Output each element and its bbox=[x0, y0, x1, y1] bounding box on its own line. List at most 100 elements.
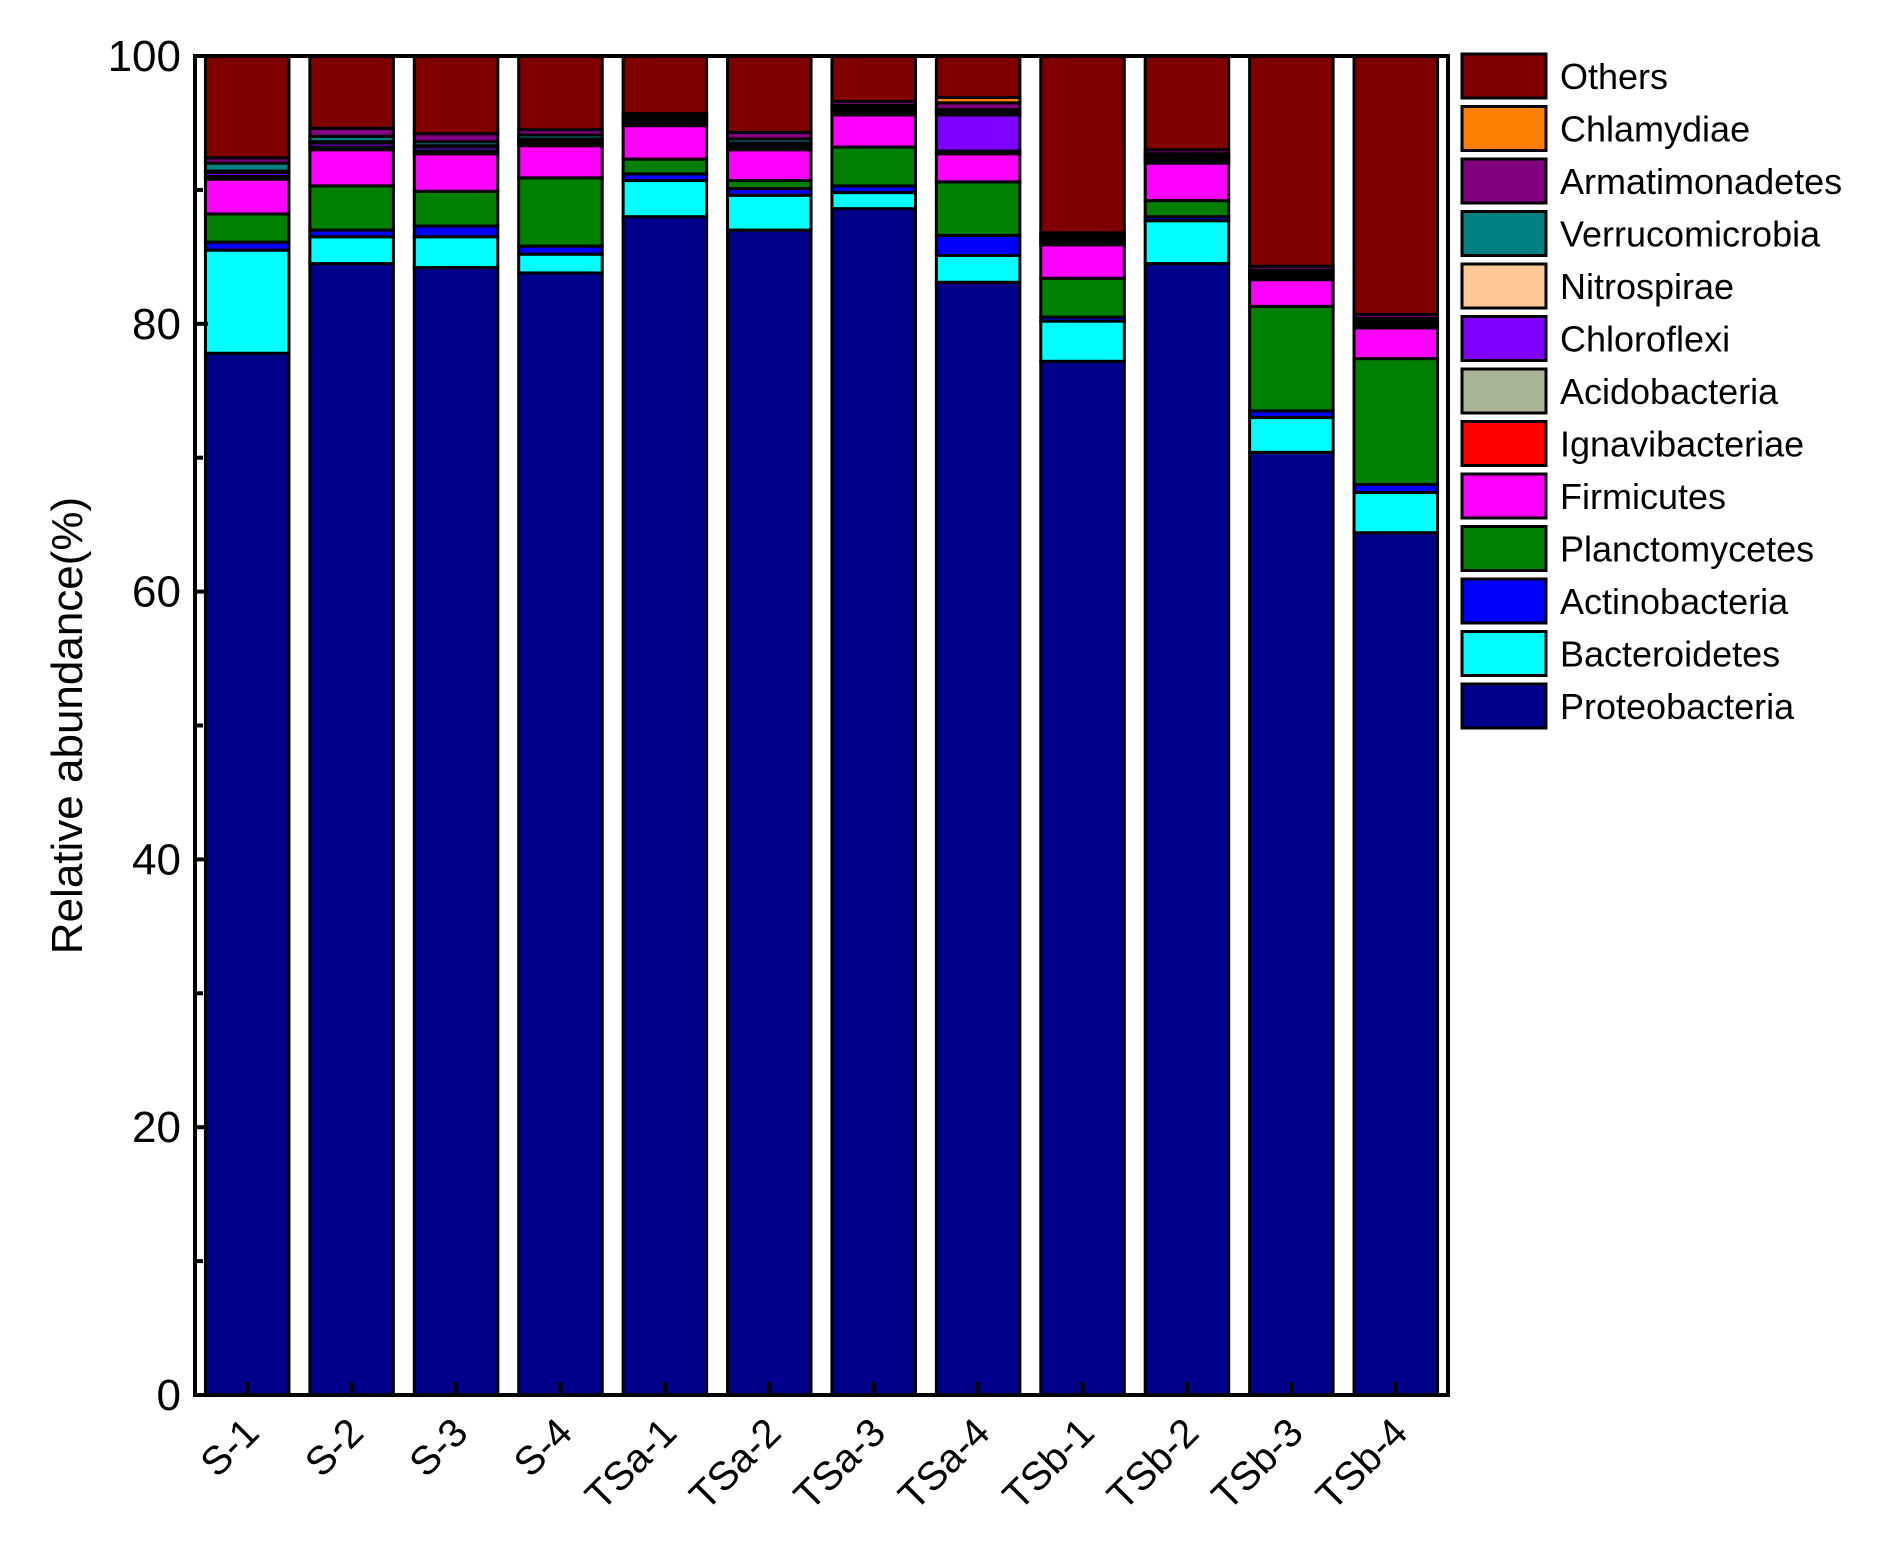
legend-swatch-firmicutes bbox=[1460, 472, 1548, 520]
bar-segment-s-4-planctomycetes bbox=[517, 176, 604, 248]
legend-layer: Others Chlamydiae Armatimonadetes Verrucomi… bbox=[1460, 52, 1842, 730]
bar-segment-s-4-proteobacteria bbox=[517, 271, 604, 1397]
legend-swatch-acidobacteria bbox=[1460, 367, 1548, 415]
x-tick-label-tsb-2: TSb-2 bbox=[1099, 1410, 1207, 1518]
bar-segment-s-4-bacteroidetes bbox=[517, 252, 604, 275]
bar-segment-tsa-1-proteobacteria bbox=[621, 215, 709, 1397]
bar-segment-tsb-1-others bbox=[1039, 54, 1126, 235]
bar-segment-tsa-4-firmicutes bbox=[934, 152, 1022, 184]
legend-label-proteobacteria: Proteobacteria bbox=[1560, 686, 1795, 727]
bar-segment-tsb-3-proteobacteria bbox=[1248, 450, 1335, 1397]
y-axis-title: Relative abundance(%) bbox=[43, 497, 92, 954]
legend-swatch-verrucomicrobia bbox=[1460, 210, 1548, 257]
y-tick-label: 20 bbox=[132, 1103, 181, 1152]
bar-segment-tsb-4-firmicutes bbox=[1352, 326, 1440, 361]
bar-segment-s-3-actinobacteria bbox=[412, 224, 500, 239]
bar-segment-tsa-3-planctomycetes bbox=[830, 145, 917, 188]
bar-segment-s-2-proteobacteria bbox=[308, 262, 395, 1397]
legend-swatch-chlamydiae bbox=[1460, 105, 1548, 152]
bar-segment-tsb-4-proteobacteria bbox=[1352, 531, 1440, 1397]
bar-segment-tsa-4-chloroflexi bbox=[934, 113, 1022, 153]
bar-segment-tsb-2-firmicutes bbox=[1143, 161, 1231, 203]
bar-segment-tsb-3-planctomycetes bbox=[1248, 304, 1335, 413]
legend-label-others: Others bbox=[1560, 56, 1668, 97]
legend-label-planctomycetes: Planctomycetes bbox=[1560, 529, 1814, 570]
bar-segment-s-2-firmicutes bbox=[308, 148, 395, 188]
legend-swatch-proteobacteria bbox=[1460, 682, 1548, 730]
legend-swatch-bacteroidetes bbox=[1460, 630, 1548, 677]
legend-swatch-planctomycetes bbox=[1460, 525, 1548, 572]
bar-segment-tsb-4-bacteroidetes bbox=[1352, 491, 1440, 535]
x-tick-label-s-1: S-1 bbox=[192, 1410, 267, 1485]
bar-segment-tsb-2-others bbox=[1143, 54, 1231, 152]
legend-label-acidobacteria: Acidobacteria bbox=[1560, 371, 1779, 412]
legend-swatch-armatimonadetes bbox=[1460, 157, 1548, 205]
legend-label-ignavibacteriae: Ignavibacteriae bbox=[1560, 424, 1804, 465]
x-tick-label-tsa-4: TSa-4 bbox=[890, 1410, 998, 1518]
bar-segment-s-2-planctomycetes bbox=[308, 184, 395, 232]
bar-segment-tsb-3-bacteroidetes bbox=[1248, 416, 1335, 454]
legend-swatch-nitrospirae bbox=[1460, 262, 1548, 310]
bar-segment-tsa-1-others bbox=[621, 54, 709, 116]
bar-segment-s-4-firmicutes bbox=[517, 144, 604, 180]
bar-segment-tsb-1-firmicutes bbox=[1039, 243, 1126, 280]
bar-segment-tsb-2-proteobacteria bbox=[1143, 262, 1231, 1397]
y-tick-label: 80 bbox=[132, 300, 181, 349]
bar-segment-tsb-3-firmicutes bbox=[1248, 278, 1335, 308]
bar-segment-tsa-1-planctomycetes bbox=[621, 157, 709, 176]
bar-segment-tsb-1-proteobacteria bbox=[1039, 359, 1126, 1397]
bars-layer bbox=[203, 54, 1440, 1397]
bar-segment-tsa-2-others bbox=[726, 54, 813, 134]
bar-segment-s-1-proteobacteria bbox=[203, 351, 291, 1397]
bar-segment-s-3-planctomycetes bbox=[412, 189, 500, 228]
bar-segment-tsa-2-proteobacteria bbox=[726, 228, 813, 1397]
legend-label-chlamydiae: Chlamydiae bbox=[1560, 109, 1750, 150]
x-tick-label-tsb-3: TSb-3 bbox=[1204, 1410, 1312, 1518]
bar-segment-s-1-firmicutes bbox=[203, 177, 291, 216]
bar-segment-tsb-4-planctomycetes bbox=[1352, 357, 1440, 486]
y-tick-label: 100 bbox=[108, 32, 181, 81]
bar-segment-s-1-others bbox=[203, 54, 291, 160]
bar-segment-tsa-3-firmicutes bbox=[830, 113, 917, 149]
bar-segment-tsb-1-bacteroidetes bbox=[1039, 319, 1126, 363]
y-tick-label: 0 bbox=[157, 1371, 181, 1420]
legend-label-firmicutes: Firmicutes bbox=[1560, 476, 1726, 517]
bar-segment-tsa-4-actinobacteria bbox=[934, 233, 1022, 258]
bar-segment-tsa-3-bacteroidetes bbox=[830, 191, 917, 211]
x-tick-label-tsb-4: TSb-4 bbox=[1308, 1410, 1416, 1518]
bar-segment-s-3-proteobacteria bbox=[412, 266, 500, 1397]
legend-label-chloroflexi: Chloroflexi bbox=[1560, 319, 1730, 360]
bar-segment-tsa-1-bacteroidetes bbox=[621, 179, 709, 219]
bar-segment-s-3-others bbox=[412, 54, 500, 136]
bar-segment-s-1-planctomycetes bbox=[203, 212, 291, 244]
legend-label-verrucomicrobia: Verrucomicrobia bbox=[1560, 214, 1821, 255]
legend-swatch-ignavibacteriae bbox=[1460, 420, 1548, 467]
bar-segment-tsa-2-bacteroidetes bbox=[726, 193, 813, 232]
bar-segment-tsa-1-firmicutes bbox=[621, 124, 709, 161]
x-tick-label-tsa-2: TSa-2 bbox=[682, 1410, 790, 1518]
bar-segment-s-3-firmicutes bbox=[412, 152, 500, 193]
legend-label-bacteroidetes: Bacteroidetes bbox=[1560, 634, 1780, 675]
x-tick-label-s-3: S-3 bbox=[401, 1410, 476, 1485]
x-tick-label-tsb-1: TSb-1 bbox=[995, 1410, 1103, 1518]
x-tick-label-s-2: S-2 bbox=[297, 1410, 372, 1485]
y-tick-label: 60 bbox=[132, 568, 181, 617]
x-tick-label-s-4: S-4 bbox=[506, 1410, 581, 1485]
x-tick-label-tsa-1: TSa-1 bbox=[577, 1410, 685, 1518]
legend-swatch-chloroflexi bbox=[1460, 315, 1548, 362]
bar-segment-tsa-2-firmicutes bbox=[726, 148, 813, 183]
bar-segment-tsb-3-others bbox=[1248, 54, 1335, 268]
x-tick-label-tsa-3: TSa-3 bbox=[786, 1410, 894, 1518]
bar-segment-s-4-others bbox=[517, 54, 604, 132]
legend-swatch-others bbox=[1460, 52, 1548, 100]
legend-label-actinobacteria: Actinobacteria bbox=[1560, 581, 1789, 622]
bar-segment-tsb-2-planctomycetes bbox=[1143, 199, 1231, 219]
bar-segment-tsa-4-others bbox=[934, 54, 1022, 100]
bar-segment-tsb-4-others bbox=[1352, 54, 1440, 316]
bar-segment-tsb-2-bacteroidetes bbox=[1143, 219, 1231, 266]
bar-segment-s-1-bacteroidetes bbox=[203, 248, 291, 355]
legend-swatch-actinobacteria bbox=[1460, 577, 1548, 625]
bar-segment-tsa-3-proteobacteria bbox=[830, 207, 917, 1397]
